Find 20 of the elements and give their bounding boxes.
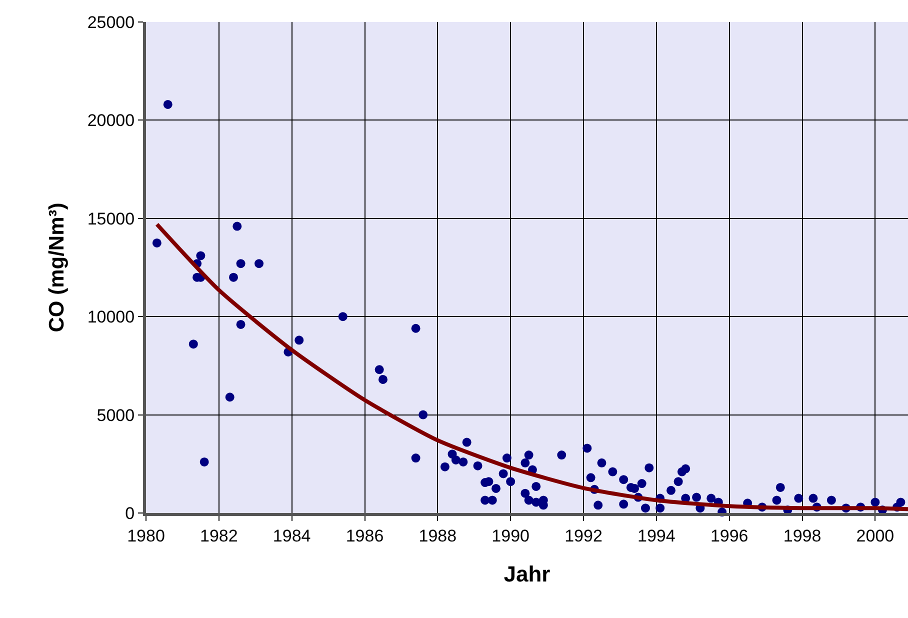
x-tick-label: 1982 [200,526,238,546]
y-tick-label: 5000 [96,406,135,425]
y-tick-label: 20000 [87,111,135,130]
y-axis-title: CO (mg/Nm³) [45,202,68,332]
x-tick-label: 1984 [272,526,311,546]
x-tick-label: 1994 [638,526,676,546]
x-tick-label: 1986 [346,526,384,546]
x-tick-label: 2000 [856,526,894,546]
y-tick-label: 10000 [87,308,135,327]
x-tick-label: 1990 [492,526,530,546]
y-tick-label: 0 [125,504,135,523]
line-series [154,222,908,512]
y-tick-label: 15000 [87,209,135,228]
x-tick-label: 1996 [710,526,748,546]
x-axis-title: Jahr [504,561,551,586]
x-tick-label: 1992 [564,526,602,546]
y-tick-label: 25000 [87,12,135,32]
x-tick-label: 1988 [418,526,457,546]
x-tick-label: 1998 [783,526,822,546]
x-tick-label: 1980 [127,526,165,546]
